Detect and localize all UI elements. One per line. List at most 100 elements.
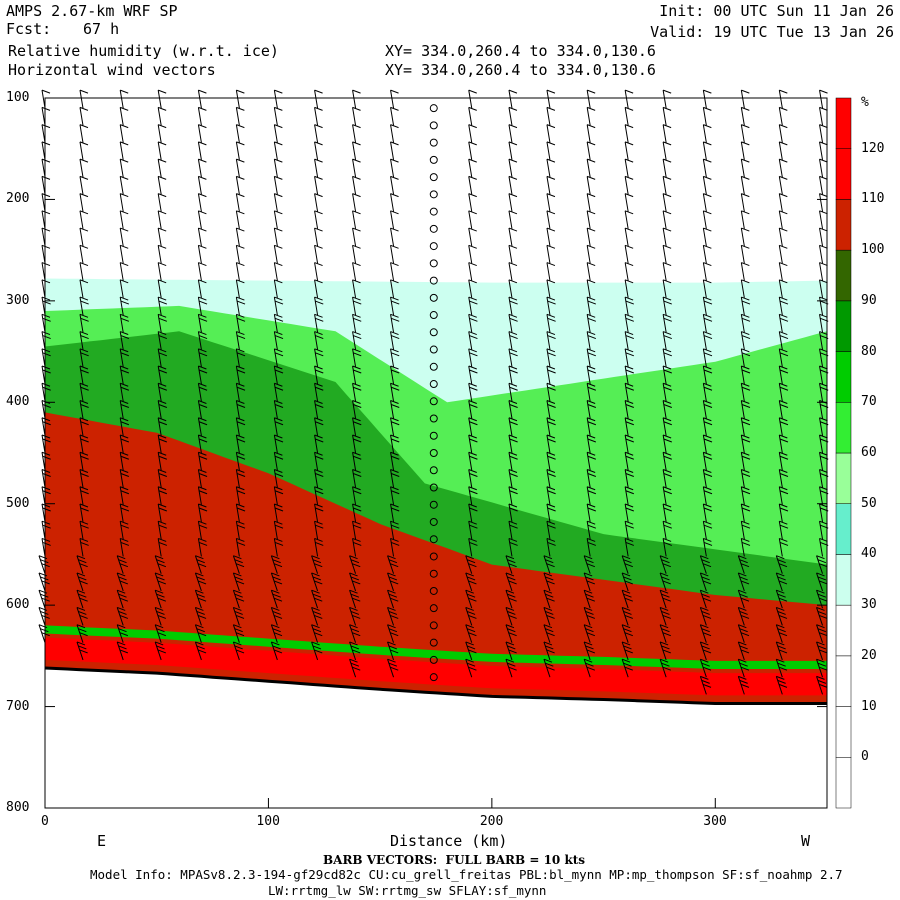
wind-barb-flag	[508, 666, 517, 671]
wind-barb	[232, 590, 240, 609]
wind-barb-flag	[817, 610, 827, 615]
wind-barb	[273, 383, 278, 402]
colorbar-level-label: 20	[861, 647, 877, 663]
wind-barb-flag	[158, 89, 167, 94]
wind-barb	[546, 331, 551, 350]
wind-barb	[586, 417, 591, 436]
wind-barb-flag	[662, 210, 672, 215]
wind-barb	[79, 538, 84, 557]
wind-barb-flag	[79, 434, 89, 439]
wind-barb	[314, 400, 319, 419]
wind-barb-flag	[505, 555, 515, 560]
wind-barb-flag	[388, 628, 398, 633]
wind-barb-flag	[661, 662, 670, 667]
calm-wind-circle	[429, 311, 438, 320]
wind-barb	[740, 383, 745, 402]
wind-barb-flag	[741, 455, 751, 460]
wind-barb-flag	[198, 400, 207, 404]
wind-barb	[546, 124, 551, 143]
wind-barb-flag	[546, 580, 555, 585]
y-tick-label: 800	[6, 800, 30, 815]
wind-barb-flag	[118, 576, 127, 581]
wind-barb-flag	[739, 593, 748, 598]
wind-barb-flag	[586, 434, 596, 439]
wind-barb-flag	[703, 451, 712, 456]
wind-barb-flag	[41, 382, 51, 387]
calm-wind-circle	[429, 380, 438, 389]
wind-barb-flag	[703, 89, 712, 94]
wind-barb-flag	[779, 524, 789, 529]
wind-barb	[583, 555, 591, 574]
wind-barb-flag	[700, 589, 709, 594]
wind-barb-flag	[468, 469, 477, 473]
wind-barb-flag	[79, 632, 88, 637]
wind-barb-flag	[819, 106, 828, 111]
wind-barb-flag	[662, 227, 672, 232]
wind-barb	[154, 572, 162, 592]
wind-barb	[740, 400, 745, 419]
wind-barb-flag	[662, 597, 671, 602]
wind-barb	[508, 159, 513, 178]
wind-barb-flag	[158, 106, 167, 111]
wind-barb-flag	[703, 400, 712, 404]
wind-barb-flag	[468, 106, 477, 111]
wind-barb-flag	[663, 455, 672, 460]
wind-barb-flag	[468, 124, 477, 129]
wind-barb-flag	[779, 541, 789, 546]
wind-barb	[775, 590, 783, 609]
wind-barb-flag	[508, 106, 518, 111]
wind-barb-flag	[315, 335, 324, 340]
wind-barb-flag	[738, 555, 747, 560]
wind-barb-flag	[507, 593, 516, 598]
wind-barb	[778, 296, 783, 316]
wind-barb	[505, 590, 513, 609]
wind-barb-flag	[314, 296, 323, 301]
wind-barb-flag	[391, 386, 400, 391]
wind-barb-flag	[586, 158, 596, 163]
wind-barb-flag	[315, 386, 324, 391]
colorbar-unit: %	[861, 95, 869, 110]
wind-barb	[197, 124, 202, 143]
wind-barb-flag	[272, 645, 281, 650]
wind-barb	[273, 262, 278, 281]
wind-barb-flag	[779, 537, 788, 542]
wind-barb-flag	[274, 348, 283, 353]
wind-barb-flag	[739, 645, 748, 650]
wind-barb-flag	[350, 628, 360, 633]
wind-barb	[778, 521, 783, 540]
wind-barb-flag	[233, 572, 242, 577]
wind-barb-flag	[466, 610, 476, 615]
wind-barb-flag	[197, 563, 207, 568]
wind-barb-flag	[662, 382, 672, 387]
wind-barb-flag	[741, 490, 751, 495]
wind-barb-flag	[120, 451, 129, 456]
wind-barb	[699, 572, 707, 592]
wind-barb-flag	[776, 555, 785, 560]
wind-barb	[76, 624, 84, 643]
wind-barb-flag	[157, 632, 167, 637]
wind-barb-flag	[352, 296, 361, 301]
wind-barb-flag	[79, 520, 89, 525]
wind-barb-flag	[120, 175, 129, 180]
wind-barb	[390, 107, 395, 126]
wind-barb-flag	[703, 537, 712, 542]
wind-barb	[508, 348, 513, 367]
init-time: Init: 00 UTC Sun 11 Jan 26	[659, 2, 894, 20]
colorbar	[835, 97, 852, 809]
wind-barb-flag	[274, 507, 284, 512]
wind-barb-flag	[659, 641, 669, 646]
wind-barb	[79, 417, 84, 436]
wind-barb-flag	[547, 524, 556, 529]
wind-barb-flag	[41, 296, 51, 301]
wind-barb-flag	[118, 645, 127, 650]
wind-barb-flag	[741, 537, 750, 542]
wind-barb-flag	[777, 610, 786, 615]
wind-barb-flag	[352, 580, 361, 585]
wind-barb-flag	[508, 210, 518, 215]
wind-barb-flag	[158, 421, 168, 426]
wind-barb-flag	[79, 400, 89, 404]
wind-barb-flag	[349, 589, 358, 594]
wind-barb-flag	[40, 628, 49, 633]
wind-barb-flag	[703, 141, 712, 146]
wind-barb	[119, 245, 124, 264]
